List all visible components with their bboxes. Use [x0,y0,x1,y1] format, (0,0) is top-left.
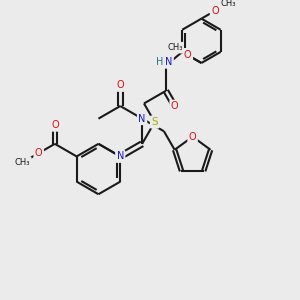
Text: CH₃: CH₃ [167,43,183,52]
Text: O: O [211,6,219,16]
Text: N: N [117,152,124,161]
Text: CH₃: CH₃ [15,158,30,167]
Text: O: O [116,80,124,90]
Text: S: S [152,117,158,127]
Text: H: H [156,57,163,67]
Text: O: O [51,120,59,130]
Text: O: O [35,148,43,158]
Text: N: N [165,57,172,67]
Text: O: O [184,50,192,60]
Text: O: O [171,101,178,111]
Text: CH₃: CH₃ [220,0,236,8]
Text: O: O [189,132,196,142]
Text: N: N [138,114,146,124]
